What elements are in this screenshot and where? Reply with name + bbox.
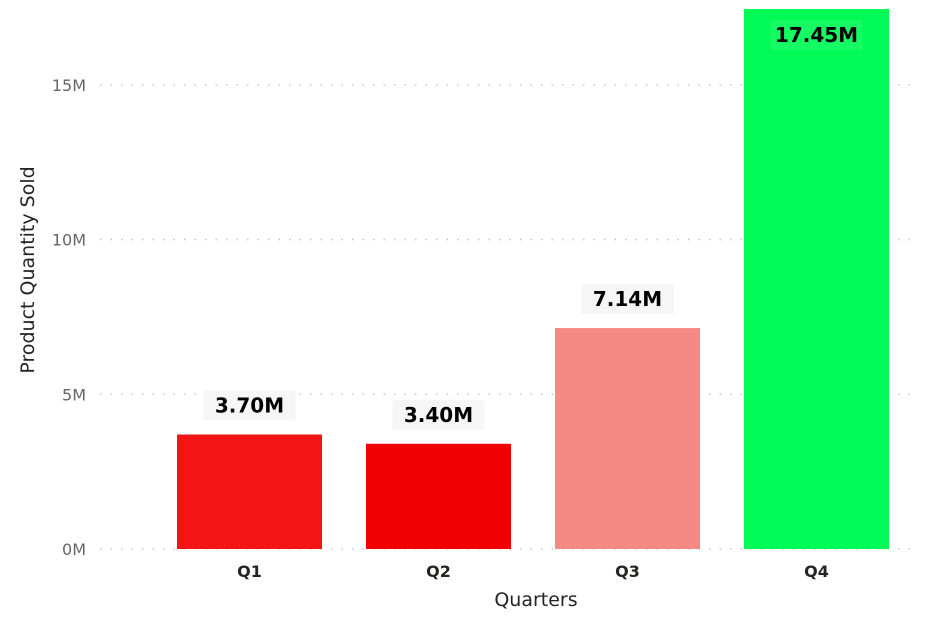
y-axis-title: Product Quantity Sold [17,166,39,373]
bars [177,9,889,549]
x-axis-title: Quarters [494,589,577,611]
y-tick-label: 0M [62,540,86,559]
data-label: 3.40M [404,403,473,427]
x-tick-label: Q1 [237,562,262,581]
data-label-background [392,399,485,430]
y-tick-label: 10M [52,231,86,250]
data-labels: 3.70M 3.40M 7.14M 17.45M [203,20,863,430]
x-tick-label: Q2 [426,562,451,581]
bar-q3 [555,328,700,549]
data-label-background [203,390,296,421]
x-tick-label: Q4 [804,562,829,581]
data-label: 7.14M [593,287,662,311]
bar-q4 [744,9,889,549]
data-label: 3.70M [215,394,284,418]
y-axis-ticks: 0M 5M 10M 15M [52,76,86,559]
y-tick-label: 15M [52,76,86,95]
data-label-background [770,20,863,50]
bar-q2 [366,443,511,549]
x-tick-label: Q3 [615,562,640,581]
data-label: 17.45M [775,23,858,47]
y-tick-label: 5M [62,385,86,404]
x-axis-ticks: Q1 Q2 Q3 Q4 [237,562,829,581]
data-label-background [581,284,674,315]
bar-q1 [177,434,322,549]
